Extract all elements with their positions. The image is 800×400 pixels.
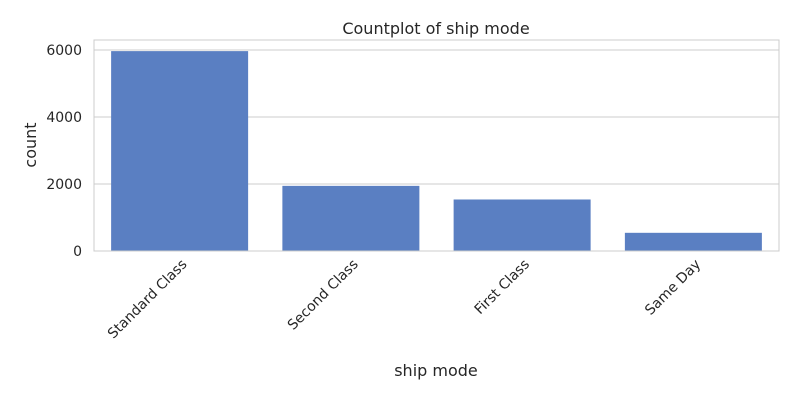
y-tick-label: 6000 bbox=[46, 43, 82, 59]
bar bbox=[624, 232, 762, 251]
bar bbox=[282, 185, 420, 251]
x-tick-label: Second Class bbox=[285, 257, 362, 334]
x-tick-label: Same Day bbox=[642, 257, 704, 319]
y-axis-label: count bbox=[21, 122, 40, 167]
plot-frame bbox=[93, 39, 780, 252]
x-tick-label: Standard Class bbox=[105, 257, 191, 343]
bar bbox=[111, 51, 249, 251]
bar bbox=[453, 199, 591, 251]
y-tick-label: 0 bbox=[73, 244, 82, 260]
y-tick-label: 2000 bbox=[46, 177, 82, 193]
x-tick-labels: Standard Class Second Class First Class Sam… bbox=[105, 257, 704, 343]
chart-title: Countplot of ship mode bbox=[342, 19, 529, 38]
y-tick-label: 4000 bbox=[46, 110, 82, 126]
x-axis-label: ship mode bbox=[394, 361, 478, 380]
x-tick-label: First Class bbox=[472, 257, 533, 318]
y-tick-labels: 0 2000 4000 6000 bbox=[46, 43, 82, 260]
bars bbox=[111, 51, 762, 251]
